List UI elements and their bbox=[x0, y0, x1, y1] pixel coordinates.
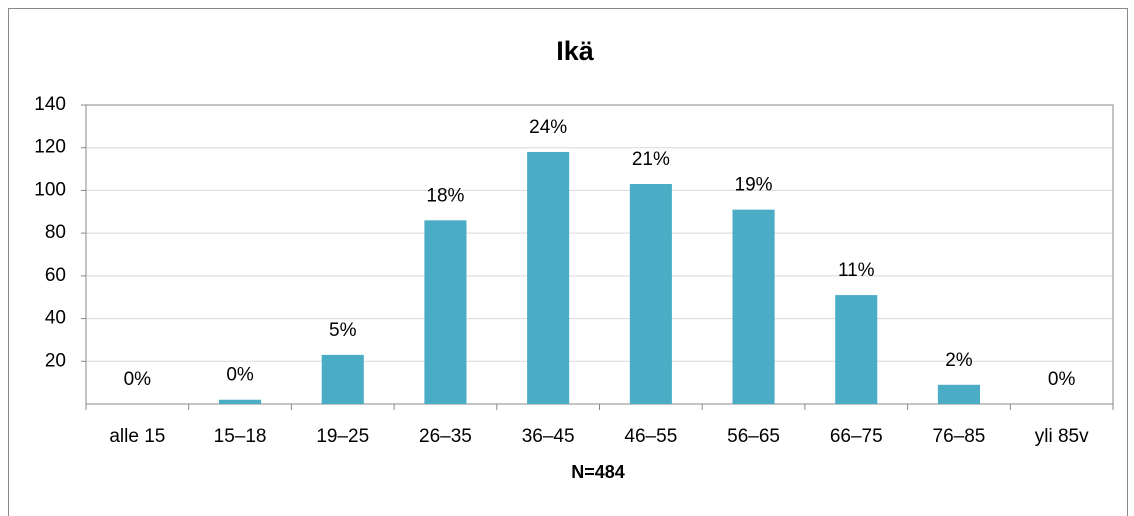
data-label: 0% bbox=[226, 365, 254, 386]
data-label: 0% bbox=[1048, 369, 1076, 390]
x-tick-label: 19–25 bbox=[316, 426, 369, 447]
data-label: 5% bbox=[329, 320, 357, 341]
data-label: 18% bbox=[426, 185, 464, 206]
y-tick-label: 100 bbox=[34, 179, 66, 200]
x-tick-label: 76–85 bbox=[933, 426, 986, 447]
bar bbox=[629, 184, 672, 404]
x-tick-label: 36–45 bbox=[522, 426, 575, 447]
bar bbox=[527, 151, 570, 404]
y-tick-label: 20 bbox=[45, 350, 66, 371]
x-tick-label: 26–35 bbox=[419, 426, 472, 447]
y-tick-label: 80 bbox=[45, 222, 66, 243]
data-label: 21% bbox=[632, 149, 670, 170]
bar bbox=[732, 209, 775, 404]
data-label: 24% bbox=[529, 117, 567, 138]
data-label: 0% bbox=[124, 369, 152, 390]
bar bbox=[937, 384, 981, 404]
x-axis-label: N=484 bbox=[571, 462, 625, 482]
x-tick-label: 15–18 bbox=[214, 426, 267, 447]
data-label: 11% bbox=[838, 260, 875, 281]
y-tick-label: 40 bbox=[45, 308, 66, 329]
bar bbox=[835, 295, 878, 404]
x-tick-label: 66–75 bbox=[830, 426, 883, 447]
x-tick-label: 46–55 bbox=[624, 426, 677, 447]
x-tick-label: yli 85v bbox=[1035, 426, 1089, 447]
data-label: 19% bbox=[735, 175, 773, 196]
x-tick-label: 56–65 bbox=[727, 426, 780, 447]
y-tick-label: 140 bbox=[34, 94, 66, 115]
y-tick-label: 60 bbox=[45, 265, 66, 286]
bar bbox=[424, 220, 467, 404]
data-label: 2% bbox=[945, 350, 973, 371]
bar bbox=[218, 399, 262, 404]
chart-title: Ikä bbox=[556, 36, 595, 66]
y-tick-label: 120 bbox=[34, 137, 66, 158]
x-tick-label: alle 15 bbox=[109, 426, 165, 447]
bar bbox=[321, 354, 364, 404]
